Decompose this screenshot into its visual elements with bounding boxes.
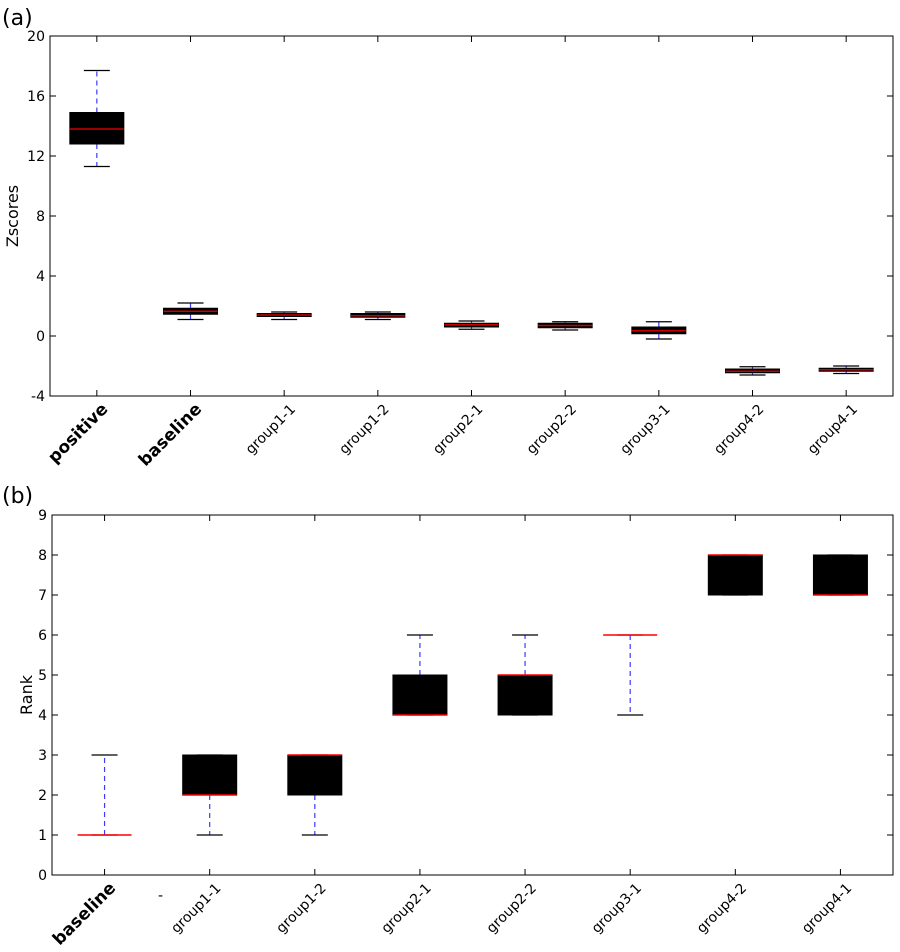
box-baseline	[77, 754, 132, 836]
box-group2-2	[497, 634, 553, 716]
box-group3-1	[603, 634, 658, 716]
x-tick-label-group3-1: group3-1	[617, 402, 673, 458]
y-tick-label: 0	[38, 868, 47, 884]
box-group1-2	[350, 311, 406, 321]
box-group1-1	[256, 311, 312, 321]
y-tick-label: -4	[31, 389, 45, 405]
box-group3-1	[631, 321, 687, 340]
box-body	[707, 554, 763, 596]
y-tick-label: 6	[38, 628, 47, 644]
box-body	[287, 754, 343, 796]
x-tick-label-group2-1: group2-1	[430, 402, 486, 458]
axes-frame	[49, 35, 894, 397]
stray-mark: -	[158, 888, 163, 904]
x-tick-label-group2-1: group2-1	[379, 881, 435, 937]
box-group4-1	[818, 365, 874, 375]
box-group2-2	[537, 321, 593, 331]
x-tick-label-group1-2: group1-2	[336, 402, 392, 458]
y-tick-label: 0	[36, 329, 45, 345]
x-tick-label-group2-2: group2-2	[484, 881, 540, 937]
panel-label: (a)	[2, 6, 33, 31]
box-positive	[69, 69, 125, 168]
y-tick-label: 3	[38, 748, 47, 764]
x-tick-label-group3-1: group3-1	[589, 881, 645, 937]
y-tick-label: 4	[36, 269, 45, 285]
y-tick-label: 8	[36, 209, 45, 225]
box-group4-2	[707, 554, 763, 596]
y-tick-label: 4	[38, 708, 47, 724]
x-tick-label-group4-2: group4-2	[694, 881, 750, 937]
x-tick-label-group1-1: group1-1	[243, 402, 299, 458]
y-axis-label: Zscores	[3, 185, 22, 247]
box-group2-1	[392, 634, 448, 716]
x-tick-label-baseline: baseline	[49, 878, 120, 949]
y-tick-label: 16	[27, 89, 45, 105]
box-body	[812, 554, 868, 596]
box-group4-1	[812, 554, 868, 596]
x-tick-label-group1-2: group1-2	[273, 881, 329, 937]
box-body	[182, 754, 238, 796]
x-tick-label-group1-1: group1-1	[168, 881, 224, 937]
x-tick-label-group4-1: group4-1	[799, 881, 855, 937]
box-baseline	[163, 302, 218, 321]
x-tick-label-positive: positive	[44, 399, 112, 467]
panel-label: (b)	[2, 484, 33, 509]
panel-a-zscores-boxplot: (a) Zscores -4 0 4 8 12 16 20 positive baseline gro…	[2, 6, 894, 471]
x-tick-label-group4-1: group4-1	[805, 402, 861, 458]
x-tick-label-group4-2: group4-2	[711, 402, 767, 458]
y-tick-label: 1	[38, 828, 47, 844]
box-body	[497, 674, 553, 716]
y-tick-label: 2	[38, 788, 47, 804]
axes-frame	[51, 514, 894, 876]
y-tick-label: 7	[38, 588, 47, 604]
x-tick-label-baseline: baseline	[135, 399, 206, 470]
y-tick-label: 8	[38, 548, 47, 564]
y-tick-label: 9	[38, 508, 47, 524]
box-group4-2	[725, 366, 780, 376]
box-group1-1	[182, 754, 238, 836]
y-tick-label: 12	[27, 149, 45, 165]
box-group1-2	[287, 754, 343, 836]
y-tick-label: 5	[38, 668, 47, 684]
x-tick-label-group2-2: group2-2	[524, 402, 580, 458]
panel-b-rank-boxplot: (b) Rank 0 1 2 3 4 5 6 7 8 9 baseline group1-1 group1-…	[2, 484, 894, 950]
box-group2-1	[444, 320, 499, 330]
box-body	[392, 674, 448, 716]
y-axis-label: Rank	[17, 674, 36, 715]
y-tick-label: 20	[27, 29, 45, 45]
